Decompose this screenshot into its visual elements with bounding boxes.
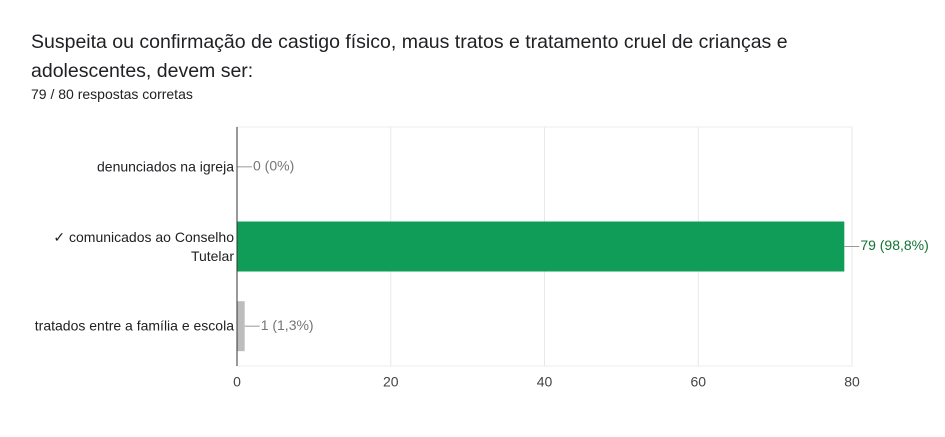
x-tick-label: 40 <box>537 374 553 390</box>
value-label: 0 (0%) <box>253 158 294 174</box>
x-tick-label: 80 <box>844 374 860 390</box>
y-tick-label: tratados entre a família e escola <box>34 317 234 334</box>
x-tick-label: 0 <box>233 374 241 390</box>
bar <box>237 301 245 352</box>
chart-title: Suspeita ou confirmação de castigo físic… <box>31 31 788 82</box>
value-label: 1 (1,3%) <box>261 317 314 333</box>
value-label: 79 (98,8%) <box>860 237 928 253</box>
bar <box>237 221 845 272</box>
chart-subtitle: 79 / 80 respostas corretas <box>31 86 193 102</box>
y-tick-label: ✓ comunicados ao Conselho Tutelar <box>53 228 234 264</box>
x-tick-label: 60 <box>690 374 706 390</box>
y-tick-label: denunciados na igreja <box>97 158 234 175</box>
x-tick-label: 20 <box>383 374 399 390</box>
